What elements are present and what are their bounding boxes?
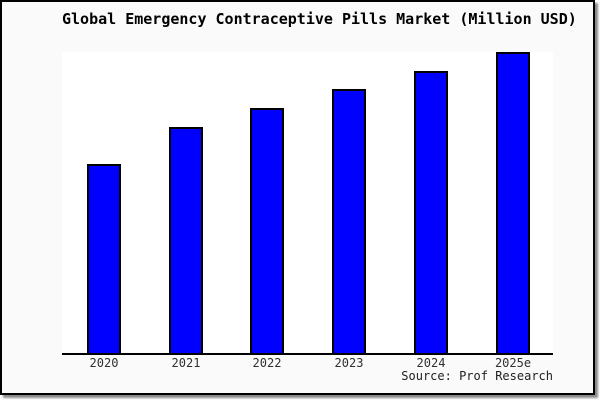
plot-area [62,52,553,355]
bar-2025e [496,52,530,353]
x-tick-label-2025e: 2025e [494,356,532,370]
chart-title: Global Emergency Contraceptive Pills Mar… [62,10,577,28]
bar-2023 [332,89,366,353]
x-tick-label-2022: 2022 [252,356,282,370]
x-tick-label-2021: 2021 [171,356,201,370]
bar-2022 [250,108,284,353]
bar-2020 [87,164,121,353]
chart-frame: Global Emergency Contraceptive Pills Mar… [0,0,595,395]
x-tick-label-2020: 2020 [89,356,119,370]
x-tick-label-2023: 2023 [334,356,364,370]
source-credit: Source: Prof Research [401,369,553,383]
bar-2024 [414,71,448,353]
x-tick-label-2024: 2024 [416,356,446,370]
bar-2021 [169,127,203,353]
x-axis-ticks: 2020 2021 2022 2023 2024 2025e [62,357,553,371]
